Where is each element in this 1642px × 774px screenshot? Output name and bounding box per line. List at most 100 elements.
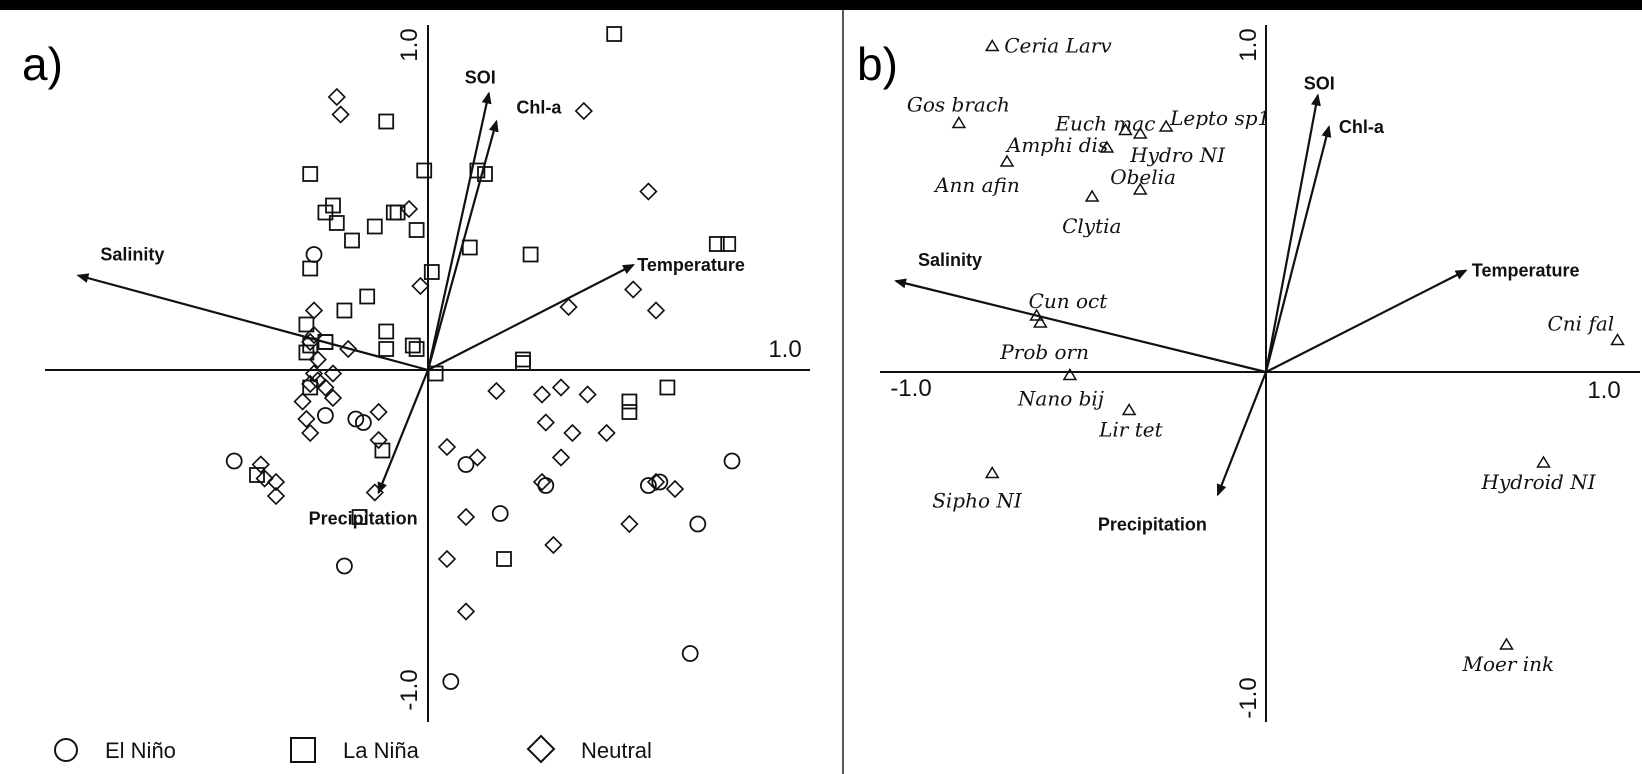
point-neutral (578, 385, 597, 404)
point-neutral (301, 374, 320, 394)
point-el-nino (442, 673, 460, 690)
species-label-ceria-larv: Ceria Larv (1004, 34, 1112, 58)
species-label-amphi-dis: Amphi dis (1005, 133, 1108, 157)
point-la-nina (720, 236, 737, 252)
point-la-nina (515, 351, 531, 368)
point-la-nina (708, 236, 725, 252)
legend-label-la-nina: La Niña (343, 738, 420, 763)
species-clytia: Clytia (1062, 189, 1121, 238)
point-la-nina (515, 355, 531, 371)
point-la-nina (351, 509, 368, 525)
species-amphi-dis: Amphi dis (1005, 133, 1115, 157)
point-la-nina (606, 26, 623, 42)
species-moer-ink: Moer ink (1462, 637, 1555, 676)
point-neutral (304, 364, 324, 383)
point-el-nino (681, 645, 699, 662)
point-el-nino (347, 410, 365, 428)
point-el-nino (225, 452, 243, 470)
point-la-nina (416, 162, 433, 179)
point-la-nina (496, 551, 512, 567)
point-neutral (536, 413, 555, 432)
point-neutral (544, 535, 563, 555)
point-neutral (456, 507, 476, 527)
point-neutral (624, 280, 643, 299)
species-nano-bij: Nano bij (1017, 368, 1104, 411)
vector-arrow-chl-a (1264, 125, 1332, 373)
vector-arrow-salinity (76, 273, 429, 372)
species-label-prob-orn: Prob orn (999, 340, 1089, 364)
legend-square-marker (290, 737, 316, 763)
species-marker (1118, 123, 1133, 136)
series-neutral (251, 87, 685, 621)
species-label-moer-ink: Moer ink (1462, 652, 1555, 676)
point-la-nina (366, 218, 383, 235)
species-hydroid-ni: Hydroid NI (1481, 455, 1597, 494)
series-la-nina (249, 26, 737, 567)
species-lepto-sp1: Lepto sp1 (1158, 106, 1270, 132)
point-la-nina (378, 323, 395, 340)
point-la-nina (385, 204, 402, 221)
point-la-nina (427, 365, 444, 382)
point-neutral (532, 385, 552, 404)
panel-b-x-tick-min: -1.0 (890, 375, 931, 402)
vector-soi: SOI (426, 68, 496, 371)
point-neutral (316, 378, 335, 397)
point-la-nina (477, 166, 493, 182)
species-hydro-ni: Hydro NI (1129, 126, 1226, 167)
legend-item-la-nina: La Niña (290, 737, 420, 763)
point-neutral (532, 472, 552, 492)
figure-svg: a) 1.0 1.0 -1.0 SOI Chl-a Salinity Temperat… (22, 10, 1640, 774)
vector-label-chl-a: Chl-a (1339, 117, 1385, 137)
point-neutral (331, 105, 350, 124)
vector-chl-a: Chl-a (1264, 117, 1385, 373)
point-la-nina (336, 302, 353, 319)
species-marker (1499, 637, 1514, 650)
vector-arrow-precipitation (1216, 371, 1268, 497)
point-neutral (551, 378, 571, 397)
point-la-nina (621, 393, 638, 410)
vector-label-precipitation: Precipitation (309, 509, 418, 529)
species-label-gos-brach: Gos brach (907, 93, 1010, 117)
point-neutral (437, 437, 457, 457)
species-label-hydroid-ni: Hydroid NI (1481, 470, 1597, 494)
species-gos-brach: Gos brach (907, 93, 1010, 129)
point-neutral (563, 423, 582, 443)
species-marker (1099, 140, 1115, 153)
point-el-nino (723, 452, 741, 470)
panel-b-y-tick-min: -1.0 (1235, 677, 1262, 718)
panel-b-species: Ceria Larv Gos brach Euch mac Lepto sp1 Amph… (907, 34, 1625, 676)
species-marker (1158, 119, 1174, 132)
panel-a-vectors: SOI Chl-a Salinity Temperature Precipitation (76, 68, 745, 529)
species-marker (1032, 315, 1048, 328)
point-la-nina (408, 222, 425, 238)
species-euch-mac: Euch mac (1054, 112, 1155, 136)
species-label-lir-tet: Lir tet (1098, 418, 1163, 442)
point-el-nino (316, 407, 334, 424)
point-el-nino (335, 557, 353, 575)
point-neutral (301, 332, 320, 352)
vector-precipitation: Precipitation (309, 369, 430, 529)
species-marker (1084, 189, 1100, 202)
vector-salinity: Salinity (894, 250, 1267, 374)
panel-b-y-tick-max: 1.0 (1235, 28, 1262, 61)
legend: El Niño La Niña Neutral (54, 734, 652, 764)
point-la-nina (374, 442, 391, 459)
point-la-nina (621, 404, 638, 420)
point-el-nino (640, 477, 657, 494)
point-el-nino (354, 414, 372, 431)
point-neutral (266, 472, 286, 492)
point-neutral (559, 297, 578, 317)
species-marker (1610, 333, 1625, 346)
vector-arrow-temperature (1265, 269, 1468, 373)
point-neutral (468, 448, 487, 467)
vector-temperature: Temperature (427, 255, 745, 371)
species-label-cun-oct: Cun oct (1029, 289, 1109, 313)
species-marker (1062, 368, 1078, 381)
species-marker (1121, 403, 1137, 416)
point-neutral (487, 381, 506, 401)
point-neutral (308, 350, 327, 369)
point-neutral (411, 276, 430, 296)
point-neutral (304, 325, 324, 345)
panel-a-y-tick-min: -1.0 (396, 669, 423, 710)
